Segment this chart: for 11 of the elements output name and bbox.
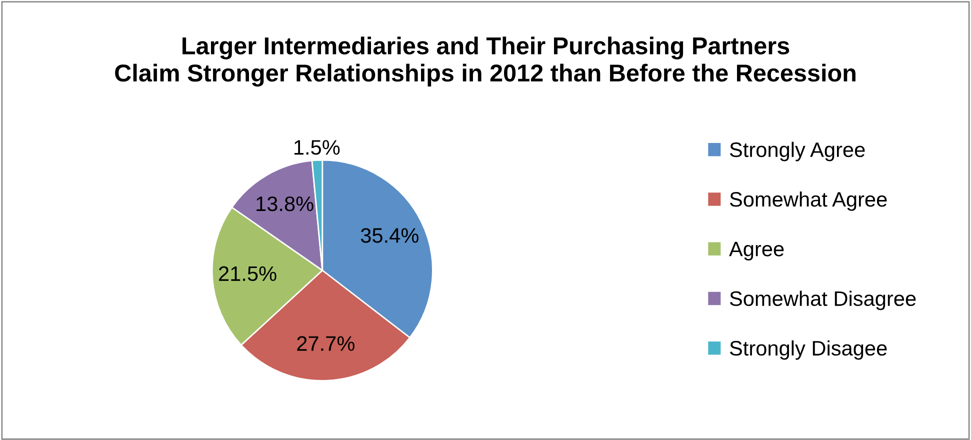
legend-label: Strongly Disagee (730, 340, 887, 360)
chart-title: Larger Intermediaries and Their Purchasing Partners Claim Stronger Relationships in 2012 than Before the Recession (115, 36, 856, 87)
legend-label: Somewhat Agree (730, 191, 887, 211)
legend-label: Strongly Agree (730, 142, 865, 162)
legend-label: Agree (729, 242, 784, 261)
data-label: 1.5% (294, 140, 340, 155)
data-label: 21.5% (219, 266, 276, 282)
data-label: 35.4% (360, 228, 418, 243)
data-label: 27.7% (297, 336, 354, 351)
data-label: 13.8% (256, 196, 314, 212)
legend-label: Somewhat Disagree (730, 290, 916, 310)
